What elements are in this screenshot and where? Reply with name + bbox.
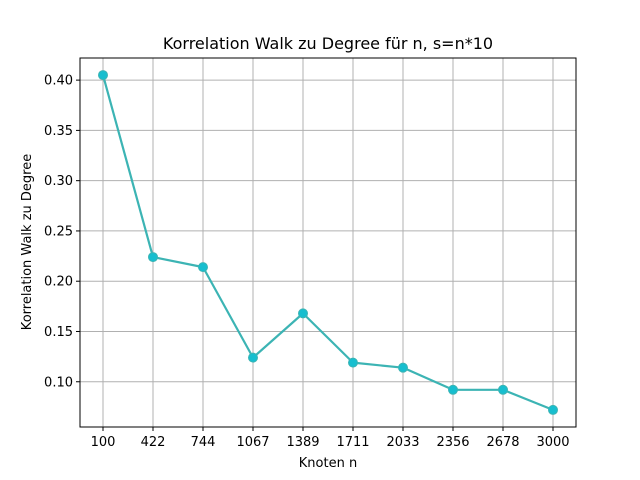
x-tick-label: 3000 — [536, 435, 569, 450]
chart-title: Korrelation Walk zu Degree für n, s=n*10 — [163, 34, 493, 53]
y-axis-label: Korrelation Walk zu Degree — [20, 154, 35, 330]
y-tick-label: 0.35 — [44, 124, 73, 139]
x-tick-label: 2678 — [486, 435, 519, 450]
y-tick-label: 0.10 — [44, 375, 73, 390]
data-point — [98, 70, 108, 81]
x-tick-label: 100 — [91, 435, 116, 450]
grid-lines — [80, 58, 576, 427]
x-axis-label: Knoten n — [299, 456, 357, 471]
x-tick-label: 1711 — [336, 435, 369, 450]
data-point — [198, 262, 208, 273]
y-tick-label: 0.30 — [44, 174, 73, 189]
data-point — [148, 252, 158, 263]
data-point — [498, 384, 508, 395]
y-tick-label: 0.40 — [44, 74, 73, 89]
series-line — [101, 74, 554, 411]
x-tick-label: 2356 — [436, 435, 469, 450]
y-tick-label: 0.25 — [44, 224, 73, 239]
data-point — [398, 362, 408, 373]
y-axis-ticks: 0.10 0.15 0.20 0.25 0.30 0.35 0.40 — [44, 74, 80, 390]
x-tick-label: 422 — [141, 435, 166, 450]
x-axis-ticks: 100 422 744 1067 1389 1711 2033 2356 2678 3000 — [91, 427, 570, 450]
data-point — [548, 404, 558, 415]
plot-frame — [79, 57, 577, 428]
x-tick-label: 2033 — [386, 435, 419, 450]
data-point — [348, 357, 358, 368]
series-group — [98, 70, 558, 415]
data-point — [248, 352, 258, 363]
x-tick-label: 744 — [191, 435, 216, 450]
data-point — [298, 308, 308, 319]
x-tick-label: 1389 — [286, 435, 319, 450]
y-tick-label: 0.15 — [44, 325, 73, 340]
x-tick-label: 1067 — [236, 435, 269, 450]
y-tick-label: 0.20 — [44, 275, 73, 290]
data-point — [448, 384, 458, 395]
